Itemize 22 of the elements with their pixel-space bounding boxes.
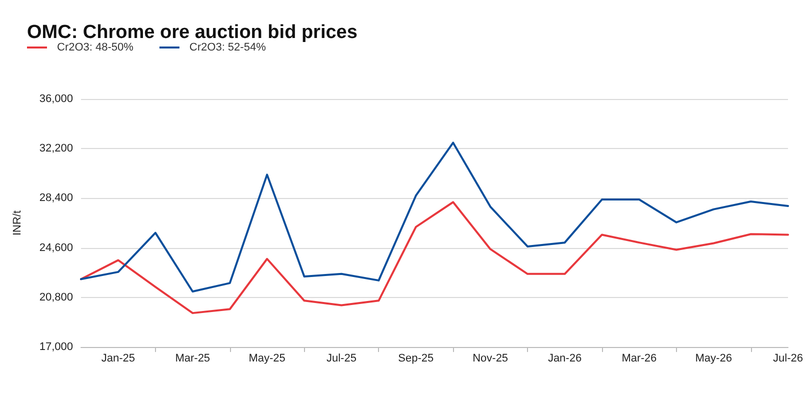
legend-label: Cr2O3: 52-54%	[189, 42, 266, 54]
x-tick-label: Mar-26	[622, 352, 657, 364]
y-tick-label: 20,800	[39, 291, 73, 304]
x-tick-label: Jul-25	[326, 352, 356, 364]
x-tick-label: Jul-26	[773, 352, 804, 364]
x-tick-label: Mar-25	[175, 352, 210, 364]
x-tick-label: May-26	[695, 352, 732, 364]
legend-label: Cr2O3: 48-50%	[57, 42, 134, 54]
y-tick-label: 24,600	[39, 242, 73, 254]
line-series	[80, 201, 790, 314]
line-series	[80, 142, 790, 293]
x-tick-label: Sep-25	[398, 352, 434, 364]
x-tick-label: May-25	[248, 352, 286, 364]
y-axis-title: INR/t	[12, 210, 24, 236]
y-tick-label: 32,200	[39, 142, 73, 155]
x-tick-label: Nov-25	[472, 352, 508, 364]
x-tick-label: Jan-25	[101, 352, 136, 364]
y-tick-label: 36,000	[39, 93, 73, 105]
y-tick-label: 28,400	[39, 192, 73, 204]
y-tick-label: 17,000	[39, 341, 73, 353]
x-tick-label: Jan-26	[548, 352, 582, 364]
chart-title: OMC: Chrome ore auction bid prices	[27, 22, 358, 43]
